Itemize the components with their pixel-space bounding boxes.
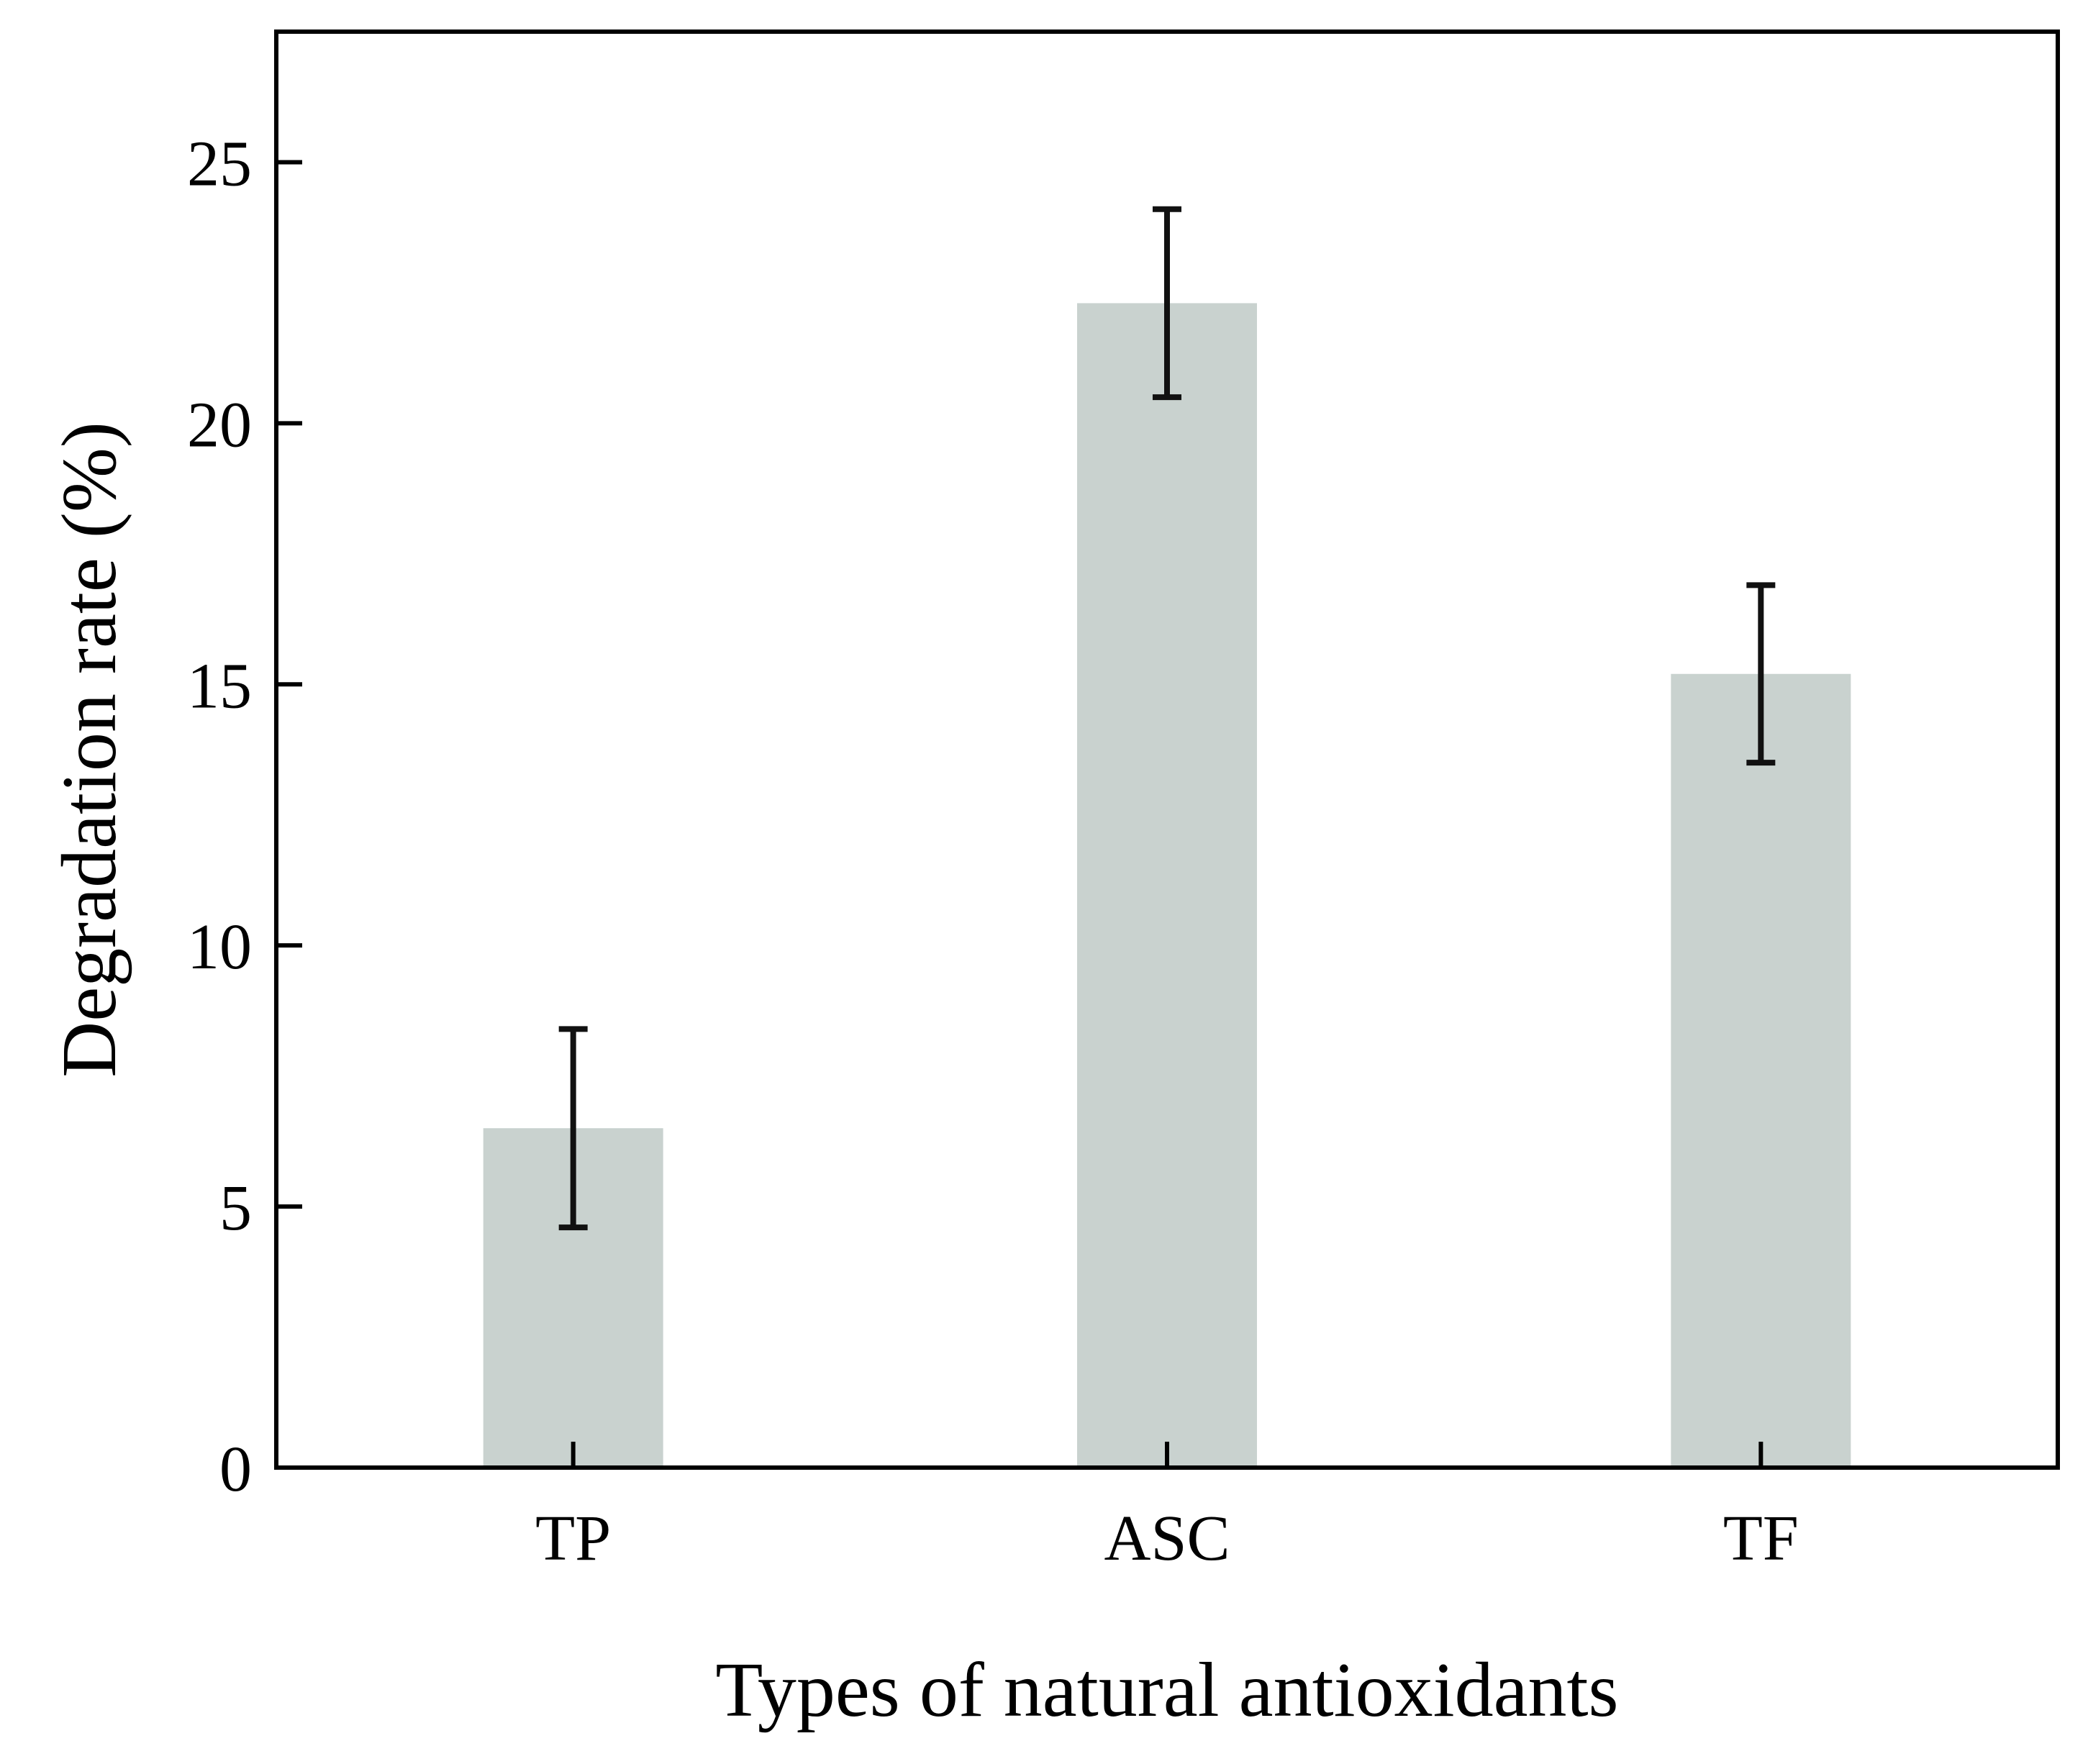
- y-tick-label: 5: [219, 1173, 252, 1244]
- x-tick-label: TP: [535, 1503, 611, 1574]
- y-axis-title: Degradation rate (%): [47, 422, 132, 1078]
- y-tick-label: 0: [219, 1434, 252, 1505]
- bars-layer: [483, 303, 1851, 1468]
- y-tick-label: 10: [187, 911, 252, 983]
- bar-asc: [1077, 303, 1257, 1468]
- bar-tf: [1671, 673, 1851, 1468]
- error-bars-layer: [558, 206, 1776, 1231]
- y-tick-label: 25: [187, 128, 252, 199]
- error-bar-tf: [1746, 582, 1776, 766]
- y-tick-label: 20: [187, 389, 252, 460]
- x-axis-title: Types of natural antioxidants: [715, 1647, 1618, 1733]
- ticks-layer: TP ASC TF 0 5 10 15 20 25: [187, 128, 1799, 1574]
- y-tick-label: 15: [187, 650, 252, 722]
- error-bar-tp: [558, 1026, 588, 1231]
- error-bar-asc: [1153, 206, 1181, 401]
- x-tick-label: TF: [1723, 1503, 1799, 1574]
- x-tick-label: ASC: [1104, 1503, 1230, 1574]
